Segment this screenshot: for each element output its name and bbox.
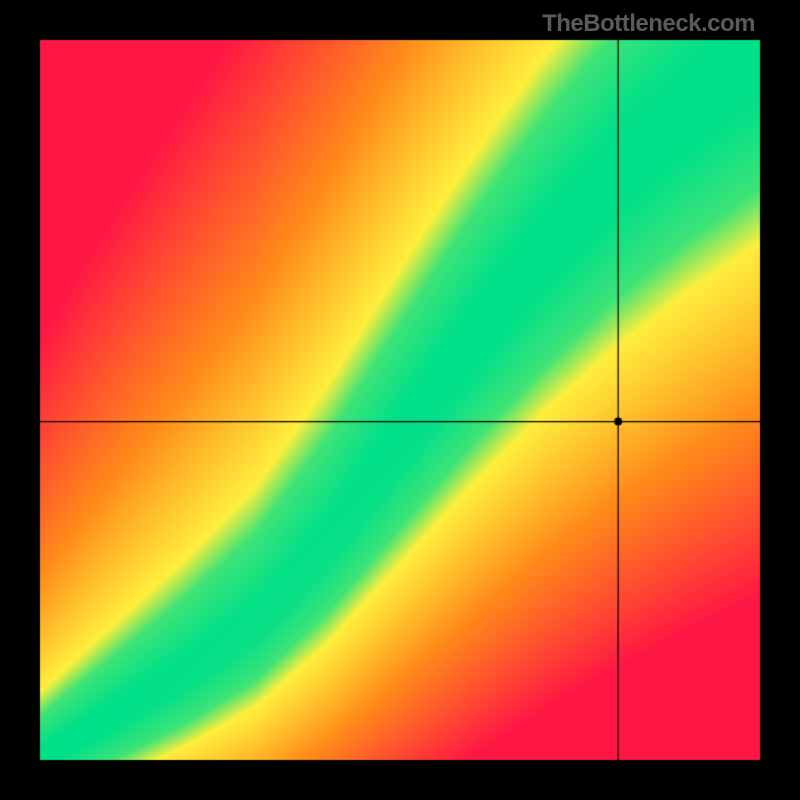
watermark-text: TheBottleneck.com [542, 10, 755, 38]
bottleneck-chart: TheBottleneck.com [0, 0, 800, 800]
heatmap-canvas [0, 0, 800, 800]
